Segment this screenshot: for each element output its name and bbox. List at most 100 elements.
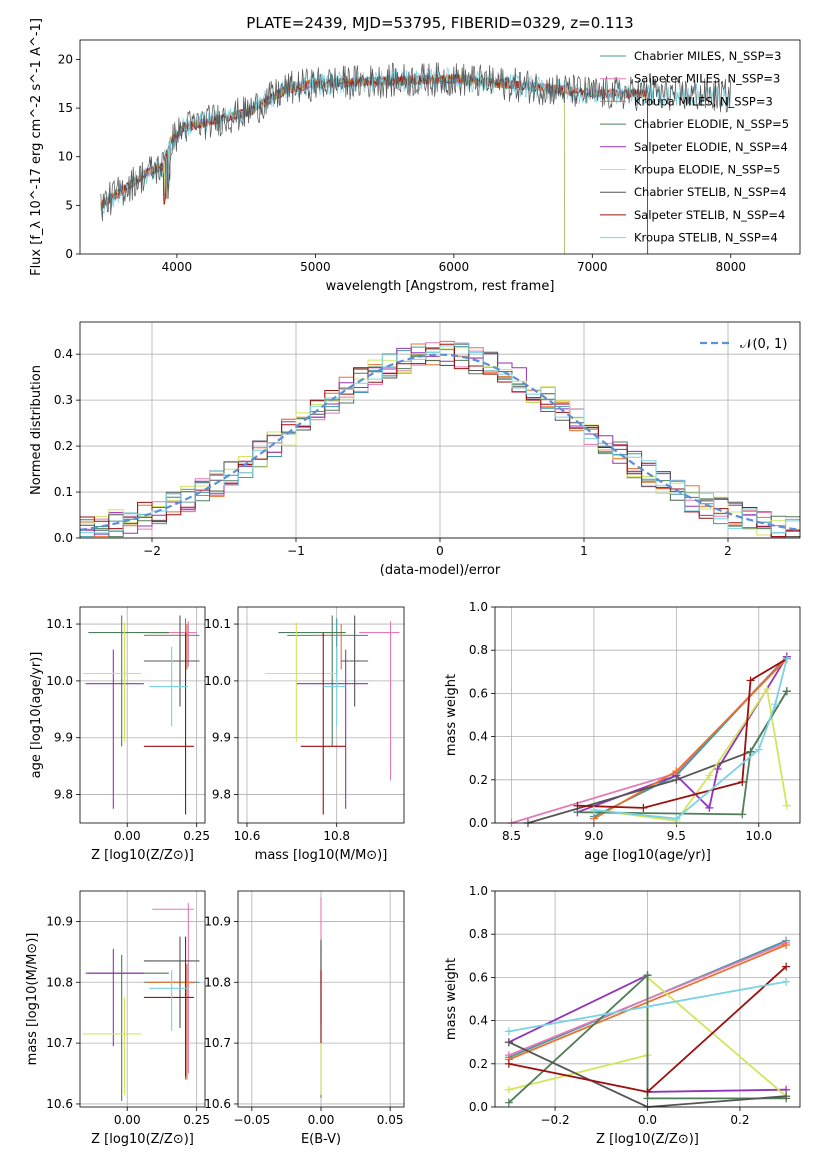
age_vs_Z-ytick-label: 10.1 [46,617,73,631]
age_vs_mass-xtick-label: 10.8 [323,829,350,843]
weight_vs_age-frame [494,606,801,824]
spectrum-legend-label: Chabrier STELIB, N_SSP=4 [634,185,786,199]
mass_vs_EBV-ytick-label: 10.9 [204,914,231,928]
weight_vs_age-series-line [577,658,788,809]
age_vs_Z-xtick-label: 0.25 [183,829,210,843]
mass_vs_Z-ytick-label: 10.8 [46,975,73,989]
spectrum-ytick-label: 20 [58,52,73,66]
age_vs_Z-ytick-label: 9.8 [54,788,73,802]
weight_vs_age-xlabel: age [log10(age/yr)] [584,848,711,863]
spectrum-legend-label: Salpeter MILES, N_SSP=3 [634,72,780,86]
age_vs_mass-ytick-label: 9.9 [212,731,231,745]
weight_vs_age-xtick-label: 9.0 [584,829,603,843]
weight_vs_age-point-marker [746,676,755,685]
weight_vs_Z-ytick-label: 0.6 [469,970,488,984]
spectrum-ytick-label: 10 [58,150,73,164]
spectrum-legend-label: Salpeter STELIB, N_SSP=4 [634,208,785,222]
weight_vs_Z-point-marker [504,1027,513,1036]
residuals-ytick-label: 0.3 [54,393,73,407]
weight_vs_age-xtick-label: 10.0 [745,829,772,843]
weight_vs_age-point-marker [782,687,791,696]
mass_vs_Z-xlabel: Z [log10(Z/Z⊙)] [91,1132,194,1147]
weight_vs_Z-ytick-label: 0.8 [469,927,488,941]
spectrum-xtick-label: 6000 [439,260,470,274]
weight_vs_age-xtick-label: 8.5 [502,829,521,843]
weight_vs_Z-xtick-label: −0.2 [541,1113,570,1127]
mass_vs_Z-xtick-label: 0.25 [183,1113,210,1127]
age_vs_mass-xtick-label: 10.6 [234,829,261,843]
weight_vs_age-point-marker [639,803,648,812]
spectrum-ytick-label: 0 [65,247,73,261]
weight_vs_Z-point-marker [782,962,791,971]
weight_vs_age-ytick-label: 1.0 [469,600,488,614]
weight_vs_Z-xtick-label: 0.2 [730,1113,749,1127]
mass_vs_Z-ylabel: mass [log10(M/M⊙)] [25,933,40,1066]
residuals-histogram-step [80,342,800,534]
weight_vs_age-xtick-label: 9.5 [667,829,686,843]
spectrum-ytick-label: 15 [58,101,73,115]
mass_vs_EBV-frame [237,890,405,1108]
weight_vs_age-point-marker [672,775,681,784]
spectrum-series-line [100,73,649,255]
spectrum-legend-label: Chabrier ELODIE, N_SSP=5 [634,117,789,131]
residuals-xtick-label: 0 [436,544,444,558]
weight_vs_age-ytick-label: 0.0 [469,816,488,830]
mass_vs_EBV-ytick-label: 10.7 [204,1036,231,1050]
weight_vs_age-point-marker [672,767,681,776]
spectrum-frame [79,39,801,255]
weight_vs_Z-frame [494,890,801,1108]
weight_vs_age-point-marker [705,803,714,812]
weight_vs_age-ytick-label: 0.2 [469,773,488,787]
residuals-ytick-label: 0.0 [54,531,73,545]
weight_vs_Z-point-marker [643,1087,652,1096]
figure-title: PLATE=2439, MJD=53795, FIBERID=0329, z=0… [246,14,633,32]
age_vs_Z-frame [79,606,206,824]
residuals-ytick-label: 0.1 [54,485,73,499]
weight_vs_Z-point-marker [782,1092,791,1101]
weight_vs_age-ytick-label: 0.8 [469,643,488,657]
spectrum-ylabel: Flux [f_λ 10^-17 erg cm^-2 s^-1 A^-1] [29,18,44,276]
weight_vs_Z-point-marker [643,971,652,980]
spectrum-ytick-label: 5 [65,198,73,212]
weight_vs_Z-point-marker [504,1098,513,1107]
spectrum-xtick-label: 4000 [162,260,193,274]
spectrum-xtick-label: 5000 [300,260,331,274]
age_vs_mass-frame [237,606,405,824]
spectrum-legend-label: Chabrier MILES, N_SSP=3 [634,49,781,63]
age_vs_mass-ytick-label: 10.0 [204,674,231,688]
weight_vs_Z-xtick-label: 0.0 [638,1113,657,1127]
age_vs_mass-ytick-label: 10.1 [204,617,231,631]
spectrum-series-line [100,62,731,222]
weight_vs_age-ytick-label: 0.4 [469,730,488,744]
spectrum-xlabel: wavelength [Angstrom, rest frame] [326,279,555,294]
age_vs_mass-xlabel: mass [log10(M/M⊙)] [255,848,388,863]
mass_vs_EBV-ytick-label: 10.8 [204,975,231,989]
residuals-histogram-step [80,347,800,536]
mass_vs_EBV-xlabel: E(B-V) [301,1132,341,1147]
weight_vs_Z-point-marker [782,941,791,949]
weight_vs_Z-ytick-label: 1.0 [469,884,488,898]
weight_vs_Z-point-marker [782,977,791,986]
mass_vs_EBV-ytick-label: 10.6 [204,1097,231,1111]
weight_vs_age-point-marker [771,700,780,709]
weight_vs_age-ylabel: mass weight [444,674,459,756]
mass_vs_Z-frame [79,890,206,1108]
residuals-xtick-label: −2 [143,544,161,558]
weight_vs_age-point-marker [713,765,722,773]
spectrum-legend-label: Kroupa STELIB, N_SSP=4 [634,231,778,245]
weight_vs_age-ytick-label: 0.6 [469,686,488,700]
weight_vs_age-point-marker [782,654,791,663]
residuals-xtick-label: −1 [287,544,305,558]
weight_vs_Z-point-marker [504,1085,513,1094]
spectrum-legend-label: Kroupa MILES, N_SSP=3 [634,94,773,108]
weight_vs_age-point-marker [754,745,763,754]
spectrum-xtick-label: 7000 [577,260,608,274]
residuals-gaussian-curve [79,353,801,531]
spectrum-legend-label: Salpeter ELODIE, N_SSP=4 [634,140,788,154]
residuals-frame [79,321,801,539]
weight_vs_Z-ytick-label: 0.4 [469,1014,488,1028]
weight_vs_age-point-marker [705,771,714,780]
spectrum-xtick-label: 8000 [715,260,746,274]
weight_vs_Z-series-line [508,980,787,1033]
age_vs_mass-ytick-label: 9.8 [212,788,231,802]
